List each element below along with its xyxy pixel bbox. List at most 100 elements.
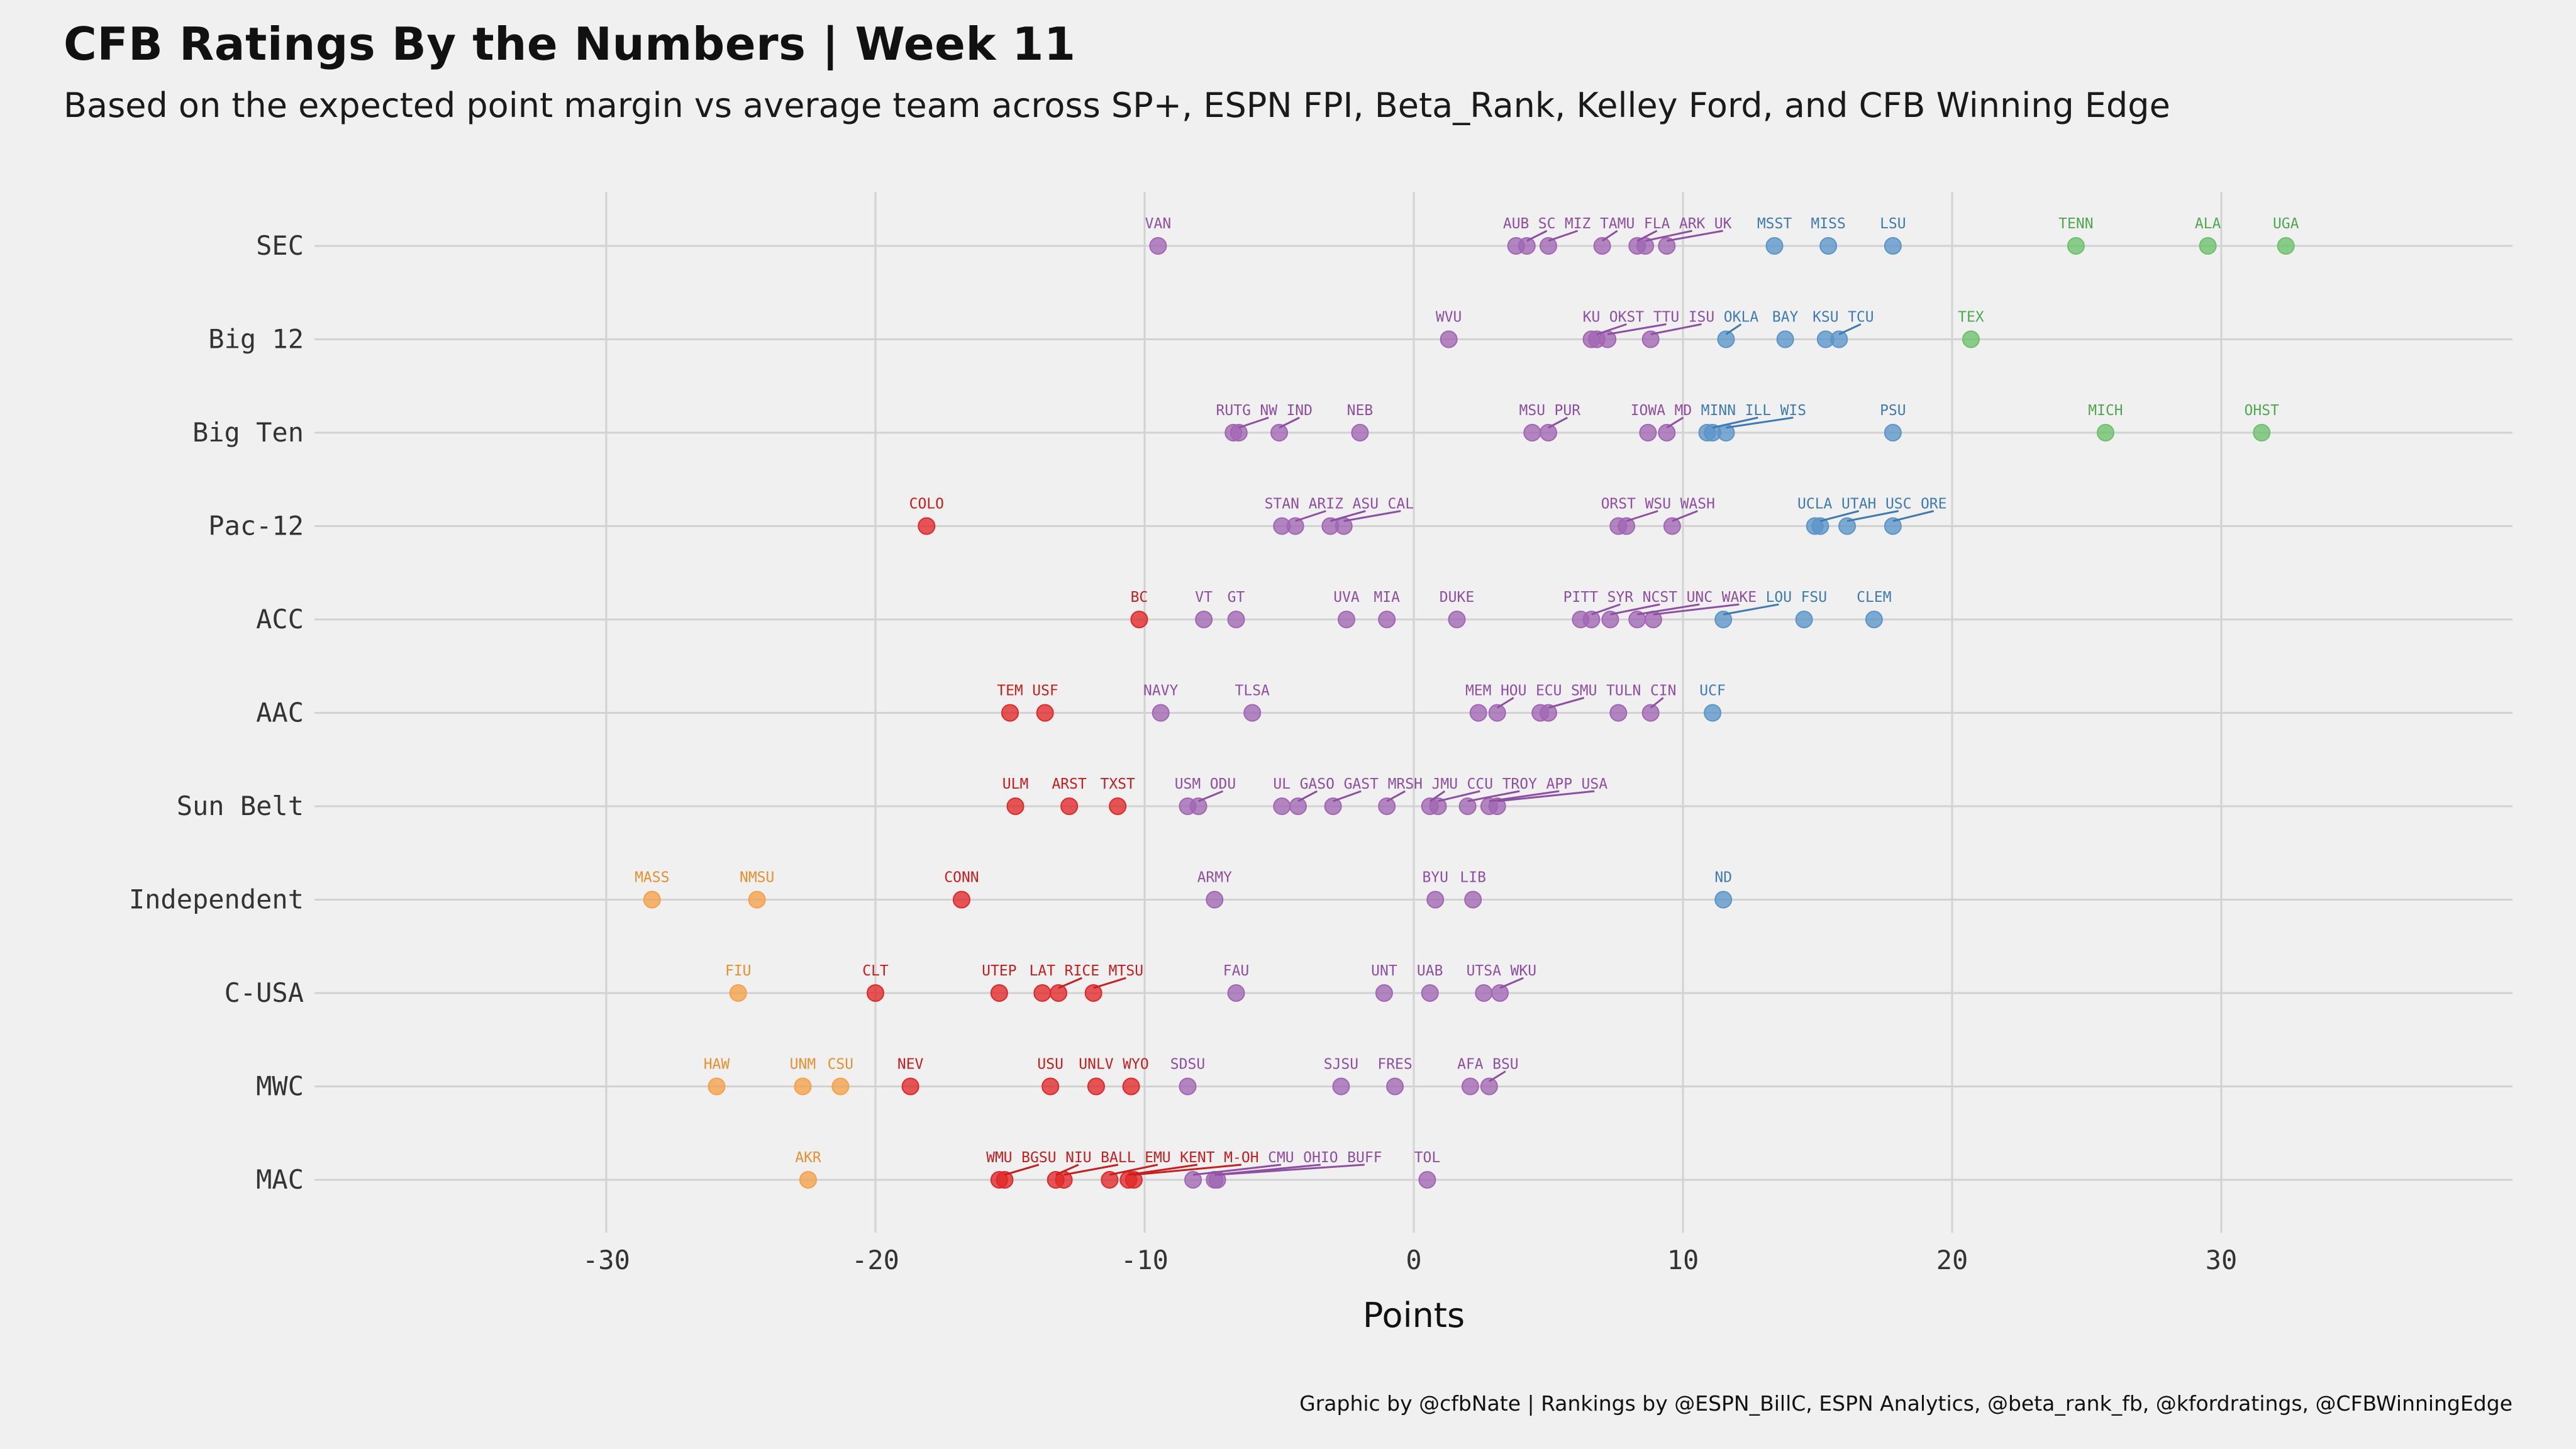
- team-label: RICE: [1065, 963, 1099, 979]
- team-label: LSU: [1880, 216, 1906, 232]
- team-label: LIB: [1460, 870, 1486, 886]
- team-point: [1704, 705, 1721, 721]
- team-label: ILL: [1745, 402, 1772, 419]
- team-label: UTEP: [982, 963, 1016, 979]
- label-leader-line: [1602, 231, 1618, 241]
- conference-label: SEC: [256, 230, 304, 261]
- point-labels: VAN AUB SC MIZ TAMU FLA ARK UK MSST MISS LSU TENN AL…: [635, 216, 2299, 1175]
- x-axis-title: Points: [1363, 1296, 1465, 1335]
- team-point: [1465, 892, 1481, 908]
- team-label: WAKE: [1722, 589, 1757, 606]
- team-label: UTAH: [1841, 496, 1876, 513]
- team-label: CLT: [862, 963, 889, 979]
- team-point: [1441, 331, 1457, 348]
- team-label: VT: [1195, 589, 1213, 606]
- team-point: [1150, 238, 1166, 254]
- team-label: CLEM: [1857, 589, 1891, 606]
- chart-caption: Graphic by @cfbNate | Rankings by @ESPN_…: [1299, 1391, 2512, 1416]
- team-point: [800, 1172, 816, 1188]
- label-leader-line: [1667, 231, 1723, 241]
- x-tick-label: 10: [1667, 1245, 1699, 1275]
- label-leader-line: [1298, 791, 1317, 801]
- team-label: WMU: [986, 1150, 1013, 1166]
- team-label: DUKE: [1440, 589, 1474, 606]
- team-point: [1885, 238, 1901, 254]
- team-label: NEV: [897, 1057, 924, 1073]
- team-point: [1179, 1079, 1196, 1095]
- team-point: [1244, 705, 1260, 721]
- team-label: TCU: [1848, 309, 1874, 326]
- team-point: [1475, 985, 1492, 1001]
- label-leader-line: [1672, 511, 1697, 521]
- conference-label: Independent: [129, 884, 304, 915]
- team-label: MIZ: [1565, 216, 1591, 232]
- label-leader-line: [1839, 325, 1861, 335]
- team-label: MD: [1675, 402, 1692, 419]
- team-point: [1338, 611, 1355, 628]
- team-point: [1206, 892, 1223, 908]
- team-point: [1419, 1172, 1435, 1188]
- team-label: UNM: [790, 1057, 816, 1073]
- team-point: [1640, 425, 1656, 441]
- label-leader-line: [1497, 698, 1514, 708]
- team-label: ECU: [1536, 683, 1562, 699]
- team-point: [708, 1079, 724, 1095]
- team-point: [1228, 985, 1245, 1001]
- team-label: OHIO: [1303, 1150, 1338, 1166]
- team-label: SC: [1538, 216, 1556, 232]
- team-label: AUB: [1503, 216, 1530, 232]
- label-leader-line: [1387, 791, 1405, 801]
- team-point: [2200, 238, 2216, 254]
- team-point: [644, 892, 660, 908]
- team-point: [1042, 1079, 1058, 1095]
- team-point: [1034, 985, 1050, 1001]
- team-label: USC: [1885, 496, 1912, 513]
- x-tick-label: 30: [2206, 1245, 2238, 1275]
- label-leader-line: [1058, 978, 1082, 988]
- conference-label: MAC: [256, 1164, 304, 1195]
- team-label: UGA: [2273, 216, 2299, 232]
- label-leader-line: [1004, 1165, 1038, 1175]
- team-label: ALA: [2195, 216, 2221, 232]
- team-point: [1777, 331, 1794, 348]
- team-label: UVA: [1333, 589, 1360, 606]
- team-label: BALL: [1101, 1150, 1135, 1166]
- team-label: ORE: [1921, 496, 1947, 513]
- team-point: [1524, 425, 1540, 441]
- team-label: CAL: [1388, 496, 1414, 513]
- conference-label: MWC: [256, 1071, 304, 1102]
- label-leader-line: [1199, 791, 1223, 801]
- team-label: ARK: [1679, 216, 1706, 232]
- team-point: [1002, 705, 1018, 721]
- team-label: MEM: [1465, 683, 1492, 699]
- team-point: [1109, 798, 1126, 814]
- conference-label: Pac-12: [208, 511, 304, 541]
- team-label: UK: [1714, 216, 1732, 232]
- team-label: TLSA: [1235, 683, 1270, 699]
- team-label: UNLV: [1079, 1057, 1114, 1073]
- label-leader-line: [1279, 418, 1299, 428]
- team-point: [1422, 985, 1438, 1001]
- team-label: WSU: [1645, 496, 1672, 513]
- x-tick-label: 20: [1936, 1245, 1968, 1275]
- team-label: STAN: [1265, 496, 1299, 513]
- team-label: FSU: [1801, 589, 1828, 606]
- team-point: [749, 892, 765, 908]
- team-label: ARST: [1052, 776, 1087, 792]
- team-label: NMSU: [740, 870, 774, 886]
- team-label: COLO: [909, 496, 944, 513]
- team-label: SYR: [1607, 589, 1634, 606]
- label-leader-line: [1333, 791, 1362, 801]
- team-label: UNC: [1687, 589, 1713, 606]
- team-label: WASH: [1680, 496, 1715, 513]
- team-label: UNT: [1371, 963, 1397, 979]
- team-point: [1715, 892, 1731, 908]
- team-label: TOL: [1414, 1150, 1441, 1166]
- team-label: OKST: [1609, 309, 1645, 326]
- team-label: NEB: [1347, 402, 1374, 419]
- team-label: NIU: [1065, 1150, 1092, 1166]
- team-label: CONN: [944, 870, 979, 886]
- label-leader-line: [1626, 511, 1658, 521]
- team-label: TTU: [1653, 309, 1680, 326]
